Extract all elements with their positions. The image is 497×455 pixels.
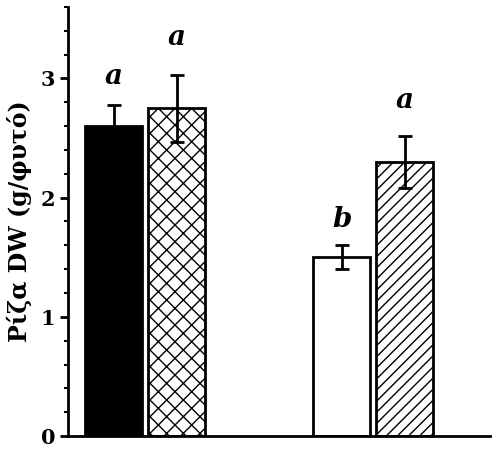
Bar (85, 126, 142, 436)
Bar (376, 162, 433, 436)
Bar (313, 257, 370, 436)
Text: b: b (332, 207, 351, 233)
Bar (148, 108, 205, 436)
Text: a: a (396, 87, 414, 114)
Y-axis label: Pίζα DW (g/φυτό): Pίζα DW (g/φυτό) (7, 101, 32, 342)
Text: a: a (105, 63, 123, 91)
Text: a: a (167, 24, 185, 51)
